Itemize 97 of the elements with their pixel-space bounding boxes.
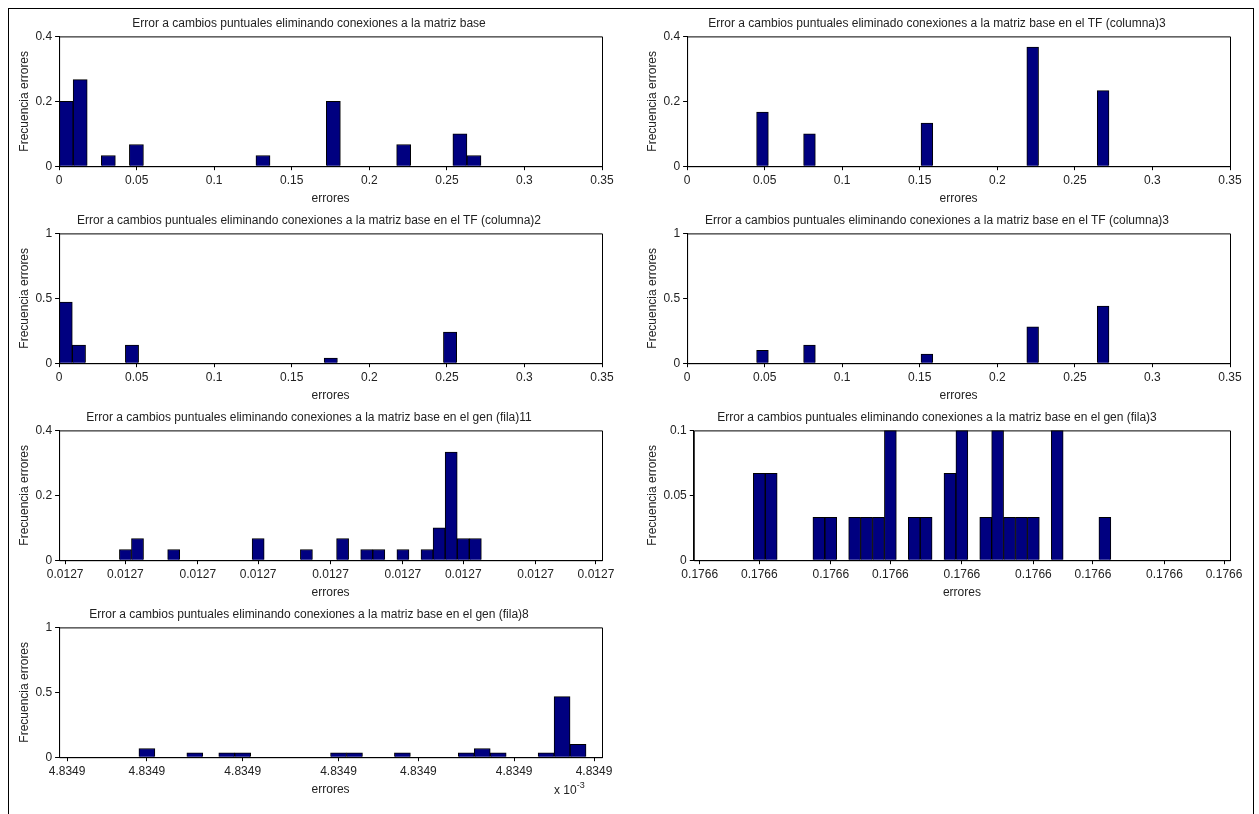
y-axis-title: Frecuencia errores (644, 50, 659, 152)
x-tick-label: 0.05 (752, 369, 777, 384)
x-tick-label: 0.05 (752, 172, 777, 187)
x-tick-label: 4.8349 (400, 763, 438, 778)
x-tick-label: 0.3 (1144, 172, 1162, 187)
x-tick-label: 0.1766 (812, 566, 850, 581)
x-tick-label: 0.0127 (46, 566, 84, 581)
x-axis-title: errores (311, 782, 350, 797)
x-tick-label: 0.1766 (1205, 566, 1243, 581)
x-axis-title: errores (311, 191, 350, 206)
y-axis-title: Frecuencia errores (16, 444, 31, 546)
y-tick-label: 0.2 (35, 93, 53, 108)
chart-title: Error a cambios puntuales eliminando conexiones a la matriz base en el gen (fila)8 (89, 606, 530, 621)
x-tick-label: 0.3 (1144, 369, 1162, 384)
x-tick-label: 0.1766 (1146, 566, 1184, 581)
x-tick-label: 4.8349 (495, 763, 533, 778)
x-tick-label: 0.05 (124, 369, 149, 384)
y-tick-label: 0.2 (663, 93, 681, 108)
x-tick-label: 0.1766 (872, 566, 910, 581)
x-tick-label: 0.1766 (1015, 566, 1053, 581)
x-axis-title: errores (939, 191, 978, 206)
y-tick-label: 0.4 (663, 28, 681, 43)
x-tick-label: 0.3 (516, 369, 534, 384)
y-tick-label: 0 (680, 552, 688, 567)
x-tick-label: 4.8349 (224, 763, 262, 778)
x-axis-title: errores (311, 388, 350, 403)
y-tick-label: 0.4 (35, 28, 53, 43)
x-tick-label: 0.25 (435, 369, 459, 384)
y-tick-label: 1 (673, 225, 681, 240)
x-tick-label: 0.1 (833, 369, 851, 384)
y-tick-label: 1 (45, 225, 53, 240)
y-tick-label: 0.5 (35, 684, 53, 699)
x-tick-label: 0.1766 (943, 566, 981, 581)
x-tick-label: 0.25 (1063, 369, 1087, 384)
x-tick-label: 0.15 (280, 369, 304, 384)
y-tick-label: 0 (45, 158, 53, 173)
x-tick-label: 4.8349 (575, 763, 613, 778)
y-tick-label: 0.5 (35, 290, 53, 305)
x-tick-label: 0.3 (516, 172, 534, 187)
x-tick-label: 0.0127 (179, 566, 217, 581)
y-tick-label: 0.05 (663, 487, 688, 502)
x-tick-label: 0.25 (1063, 172, 1087, 187)
x-tick-label: 0.0127 (312, 566, 350, 581)
chart-title: Error a cambios puntuales eliminando conexiones a la matriz base en el TF (columna)2 (76, 212, 542, 227)
x-tick-label: 0.1766 (740, 566, 778, 581)
x-tick-label: 0.2 (360, 369, 378, 384)
y-axis-title: Frecuencia errores (644, 247, 659, 349)
y-tick-label: 0 (673, 158, 681, 173)
x-tick-label: 0.0127 (444, 566, 482, 581)
y-tick-label: 1 (45, 619, 53, 634)
chart-title: Error a cambios puntuales eliminando conexiones a la matriz base en el gen (fila)11 (86, 409, 532, 424)
y-axis-title: Frecuencia errores (644, 444, 659, 546)
x-axis-title: errores (939, 388, 978, 403)
x-tick-label: 0.0127 (517, 566, 555, 581)
x-tick-label: 0.0127 (384, 566, 422, 581)
x-tick-label: 0.35 (590, 369, 614, 384)
y-axis-title: Frecuencia errores (16, 50, 31, 152)
chart-title: Error a cambios puntuales eliminado conexiones a la matriz base en el TF (columna)3 (708, 15, 1166, 30)
y-tick-label: 0 (673, 355, 681, 370)
x-tick-label: 0.1 (205, 172, 223, 187)
y-axis-title: Frecuencia errores (16, 247, 31, 349)
chart-title: Error a cambios puntuales eliminando conexiones a la matriz base en el gen (fila)3 (717, 409, 1158, 424)
x-axis-title: errores (311, 585, 350, 600)
x-tick-label: 0.35 (1218, 172, 1242, 187)
y-axis-title: Frecuencia errores (16, 641, 31, 743)
y-tick-label: 0.5 (663, 290, 681, 305)
y-tick-label: 0.1 (670, 422, 688, 437)
x-tick-label: 0.15 (280, 172, 304, 187)
x-tick-label: 4.8349 (48, 763, 86, 778)
x-axis-title: errores (942, 585, 981, 600)
x-tick-label: 0.1 (833, 172, 851, 187)
x-tick-label: 0.2 (360, 172, 378, 187)
y-tick-label: 0.2 (35, 487, 53, 502)
x-tick-label: 0 (55, 172, 63, 187)
x-tick-label: 0.35 (1218, 369, 1242, 384)
x-tick-label: 0.25 (435, 172, 459, 187)
y-tick-label: 0 (45, 552, 53, 567)
x-tick-label: 0.1766 (681, 566, 719, 581)
x-tick-label: 0.1 (205, 369, 223, 384)
x-tick-label: 4.8349 (128, 763, 166, 778)
chart-title: Error a cambios puntuales eliminando conexiones a la matriz base en el TF (columna)3 (704, 212, 1170, 227)
x-tick-label: 0.0127 (577, 566, 615, 581)
x-tick-label: 0.0127 (239, 566, 277, 581)
x-tick-label: 4.8349 (320, 763, 358, 778)
y-tick-label: 0 (45, 749, 53, 764)
x-tick-label: 0.2 (988, 172, 1006, 187)
y-tick-label: 0 (45, 355, 53, 370)
chart-title: Error a cambios puntuales eliminando conexiones a la matriz base (132, 15, 487, 30)
x-tick-label: 0.0127 (107, 566, 145, 581)
y-tick-label: 0.4 (35, 422, 53, 437)
x-tick-label: 0.1766 (1074, 566, 1112, 581)
x-tick-label: 0.15 (908, 172, 932, 187)
x-tick-label: 0.15 (908, 369, 932, 384)
x-tick-label: 0.05 (124, 172, 149, 187)
x-tick-label: 0 (55, 369, 63, 384)
x-tick-label: 0.2 (988, 369, 1006, 384)
x-tick-label: 0.35 (590, 172, 614, 187)
